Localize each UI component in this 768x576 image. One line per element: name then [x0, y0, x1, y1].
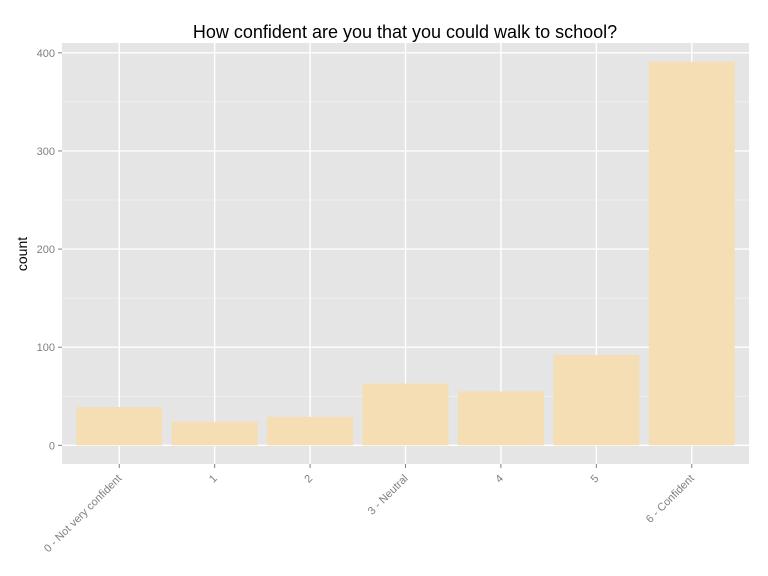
x-tick-label: 6 - Confident	[644, 473, 697, 526]
bar	[267, 416, 354, 446]
y-tick-label: 300	[37, 146, 55, 158]
x-tick-label: 2	[302, 473, 315, 486]
bar	[171, 421, 258, 446]
y-tick-label: 400	[37, 48, 55, 60]
x-tick-label: 5	[589, 473, 602, 486]
y-axis: 0 100 200 300 400	[37, 48, 62, 452]
x-tick-label: 4	[493, 473, 506, 486]
chart-title: How confident are you that you could wal…	[193, 22, 617, 42]
bars	[76, 61, 735, 446]
y-tick-label: 0	[49, 440, 55, 452]
bar	[457, 391, 544, 446]
x-axis: 0 - Not very confident 1 2 3 - Neutral 4 5 6 -…	[42, 464, 697, 555]
x-tick-label: 3 - Neutral	[366, 473, 411, 518]
y-axis-label: count	[14, 237, 30, 271]
bar	[362, 383, 449, 446]
x-tick-label: 0 - Not very confident	[42, 473, 124, 555]
bar	[553, 355, 640, 446]
grid-lines	[62, 43, 749, 464]
y-tick-label: 100	[37, 342, 55, 354]
bar	[76, 407, 163, 446]
y-tick-label: 200	[37, 244, 55, 256]
x-tick-label: 1	[207, 473, 220, 486]
bar	[648, 61, 735, 446]
